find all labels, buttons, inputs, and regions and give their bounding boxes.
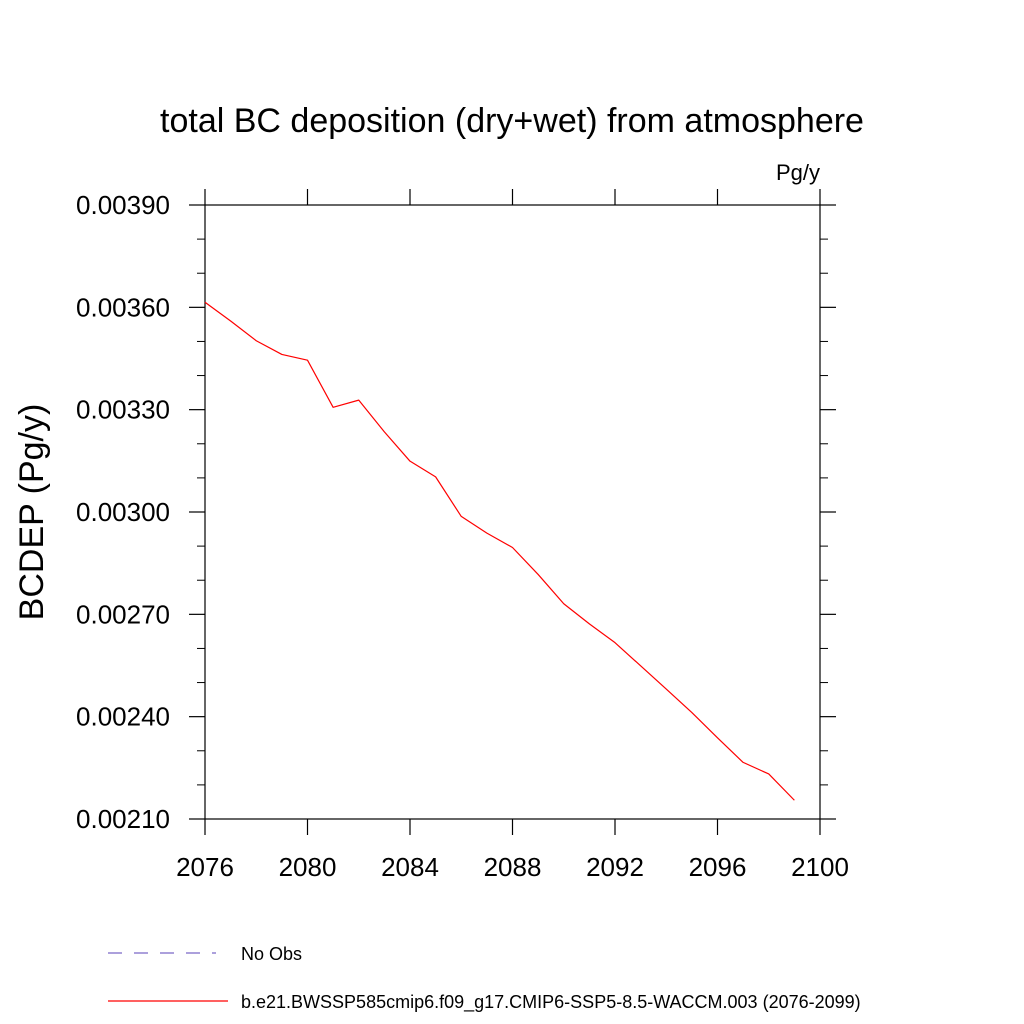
- x-tick-label: 2084: [381, 852, 439, 882]
- x-tick-label: 2100: [791, 852, 849, 882]
- legend: No Obs b.e21.BWSSP585cmip6.f09_g17.CMIP6-…: [108, 944, 861, 1013]
- y-axis-label: BCDEP (Pg/y): [13, 404, 51, 621]
- legend-label: b.e21.BWSSP585cmip6.f09_g17.CMIP6-SSP5-8…: [241, 992, 861, 1013]
- y-tick-label: 0.00300: [76, 497, 170, 527]
- y-tick-label: 0.00360: [76, 292, 170, 322]
- y-tick-label: 0.00240: [76, 702, 170, 732]
- legend-label: No Obs: [241, 944, 302, 964]
- series-line: [204, 301, 795, 801]
- chart-title: total BC deposition (dry+wet) from atmos…: [160, 102, 864, 140]
- plot-frame: [204, 204, 821, 820]
- y-tick-label: 0.00210: [76, 804, 170, 834]
- x-tick-label: 2092: [586, 852, 644, 882]
- y-tick-label: 0.00330: [76, 395, 170, 425]
- y-tick-label: 0.00270: [76, 599, 170, 629]
- series-layer: [204, 301, 795, 801]
- units-label: Pg/y: [776, 160, 820, 185]
- x-tick-label: 2080: [279, 852, 337, 882]
- x-tick-label: 2096: [689, 852, 747, 882]
- x-tick-label: 2088: [484, 852, 542, 882]
- y-tick-label: 0.00390: [76, 190, 170, 220]
- x-tick-label: 2076: [176, 852, 234, 882]
- axis-ticks: 2076 2080 2084 2088 2092 2096 2100 0.00210 0.002…: [76, 189, 849, 882]
